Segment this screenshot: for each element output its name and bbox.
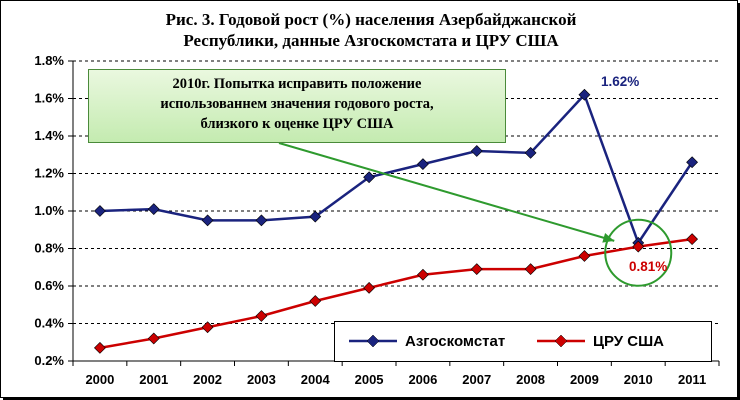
- data-point-series-1: [93, 341, 106, 354]
- x-tick-label: 2011: [678, 372, 706, 387]
- data-point-series-0: [470, 145, 483, 157]
- legend-label-cia: ЦРУ США: [593, 332, 665, 350]
- callout-line-3: близкого к оценке ЦРУ США: [200, 116, 394, 132]
- x-tick-label: 2004: [301, 372, 331, 387]
- x-tick-label: 2007: [462, 372, 491, 387]
- data-point-series-1: [416, 268, 429, 281]
- callout-arrow: [278, 142, 615, 242]
- y-tick-label: 1.8%: [34, 53, 64, 68]
- chart-title-line-1: Рис. 3. Годовой рост (%) населения Азерб…: [165, 10, 577, 29]
- x-axis: 2000 2001 2002 2003 2004 2005 2006 2007 2008 2009…: [72, 360, 720, 387]
- data-point-series-0: [201, 214, 214, 227]
- data-point-series-1: [147, 332, 160, 345]
- annotation-callout: 2010г. Попытка исправить положение испол…: [88, 69, 506, 143]
- chart-title: Рис. 3. Годовой рост (%) населения Азерб…: [61, 9, 681, 51]
- data-point-series-1: [686, 233, 699, 246]
- x-tick-label: 2006: [408, 372, 437, 387]
- callout-line-1: 2010г. Попытка исправить положение: [172, 76, 422, 92]
- data-point-series-0: [147, 203, 160, 216]
- data-point-series-1: [578, 250, 591, 262]
- y-axis: 0.2% 0.4% 0.6% 0.8% 1.0% 1.2% 1.4% 1.6% 1.8%: [34, 53, 74, 368]
- legend-item-cia: ЦРУ США: [535, 332, 664, 350]
- y-tick-label: 1.2%: [34, 166, 64, 181]
- x-tick-label: 2008: [516, 372, 545, 387]
- x-tick-label: 2005: [355, 372, 384, 387]
- data-point-series-1: [255, 310, 268, 322]
- y-tick-label: 1.0%: [34, 203, 64, 218]
- y-tick-label: 1.4%: [34, 128, 64, 143]
- data-point-series-1: [524, 263, 537, 276]
- overlay-layer: [278, 142, 673, 287]
- data-point-series-1: [632, 240, 645, 253]
- legend-marker-azgoskomstat: [349, 334, 397, 348]
- legend: Азгоскомстат ЦРУ США: [334, 321, 712, 362]
- data-point-series-0: [416, 158, 429, 171]
- data-point-series-0: [363, 171, 376, 184]
- series-line-0: [99, 92, 694, 246]
- x-tick-label: 2002: [193, 372, 222, 387]
- y-tick-label: 1.6%: [34, 91, 64, 106]
- callout-line-2: использованнем значения годового роста,: [160, 96, 434, 112]
- legend-item-azgoskomstat: Азгоскомстат: [347, 332, 505, 350]
- x-tick-label: 2009: [570, 372, 599, 387]
- y-tick-label: 0.6%: [34, 278, 64, 293]
- y-tick-label: 0.4%: [34, 316, 64, 331]
- data-point-series-0: [524, 146, 537, 159]
- data-point-series-1: [201, 321, 214, 334]
- data-label-azgoskomstat-2009: 1.62%: [601, 74, 640, 89]
- data-point-series-0: [309, 210, 322, 223]
- data-point-series-0: [578, 88, 591, 101]
- x-tick-label: 2000: [85, 372, 114, 387]
- y-tick-label: 0.8%: [34, 241, 64, 256]
- series-line-1: [99, 237, 693, 350]
- x-tick-label: 2010: [624, 372, 653, 387]
- chart-title-line-2: Республики, данные Азгоскомстата и ЦРУ С…: [183, 31, 559, 50]
- legend-label-azgoskomstat: Азгоскомстат: [405, 332, 506, 350]
- data-point-series-1: [363, 281, 376, 294]
- data-point-series-0: [93, 205, 106, 217]
- series-layer: [93, 88, 699, 354]
- legend-marker-cia: [537, 334, 585, 348]
- highlight-circle: [604, 218, 673, 287]
- x-tick-label: 2001: [139, 372, 168, 387]
- data-point-series-1: [470, 263, 483, 276]
- x-tick-label: 2003: [247, 372, 276, 387]
- data-label-cia-2010: 0.81%: [629, 259, 668, 274]
- callout-arrow-head: [602, 232, 615, 243]
- data-point-series-1: [309, 295, 322, 307]
- data-point-series-0: [686, 156, 699, 169]
- y-tick-label: 0.2%: [34, 353, 64, 368]
- data-point-series-0: [255, 214, 268, 227]
